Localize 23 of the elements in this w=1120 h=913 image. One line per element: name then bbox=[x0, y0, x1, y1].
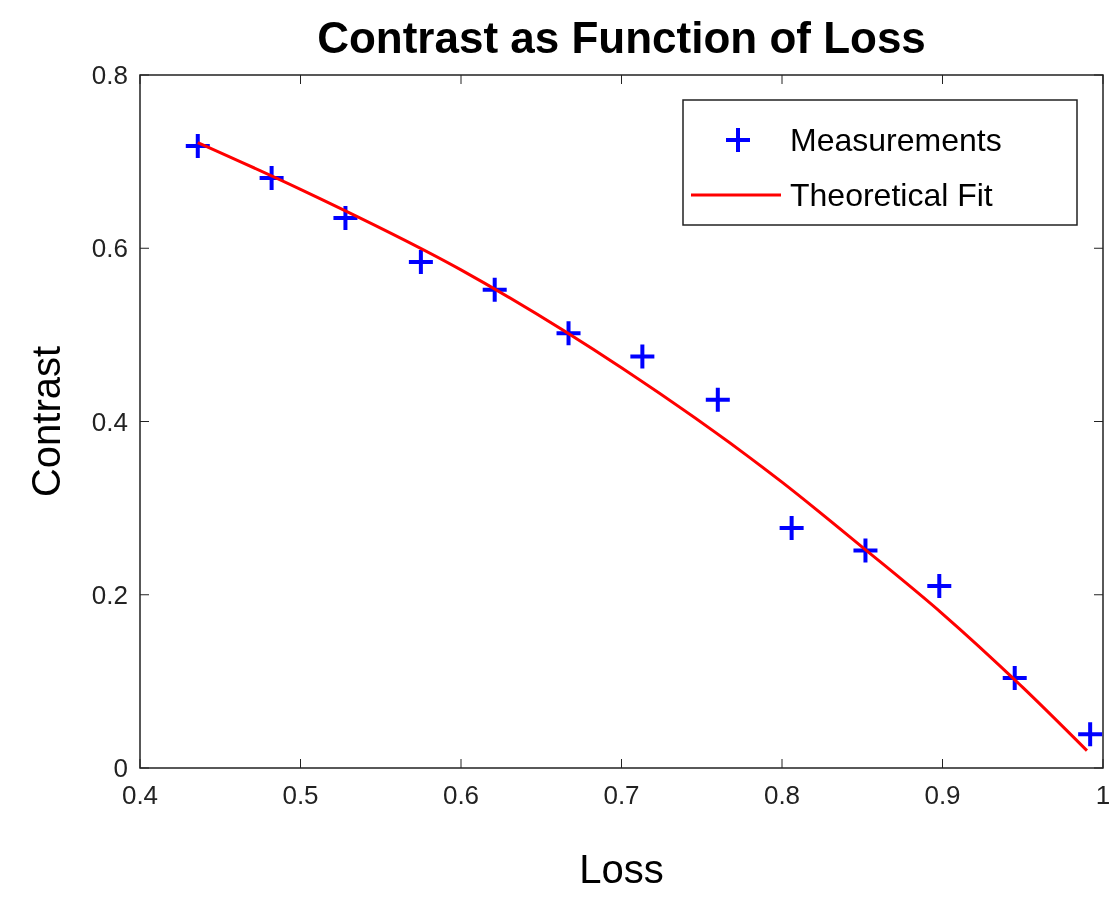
x-tick-label: 1 bbox=[1095, 780, 1111, 810]
x-tick-label: 0.6 bbox=[442, 780, 480, 810]
y-tick-label: 0.6 bbox=[91, 233, 128, 264]
point bbox=[630, 344, 655, 369]
y-tick-label: 0.8 bbox=[91, 60, 128, 90]
x-tick-label: 0.5 bbox=[282, 780, 319, 810]
y-axis-title: Contrast bbox=[24, 345, 68, 498]
point bbox=[1078, 722, 1103, 747]
point bbox=[779, 516, 804, 541]
x-tick-label: 0.8 bbox=[763, 780, 801, 810]
point bbox=[705, 387, 730, 412]
y-tick-label: 0 bbox=[113, 753, 128, 783]
point bbox=[408, 250, 433, 275]
point bbox=[927, 574, 952, 599]
chart-title: Contrast as Function of Loss bbox=[317, 13, 926, 62]
legend-label: Measurements bbox=[790, 122, 1002, 158]
y-tick-label: 0.2 bbox=[91, 579, 128, 610]
y-tick-label: 0.4 bbox=[91, 406, 128, 437]
x-tick-label: 0.7 bbox=[603, 780, 640, 810]
legend-label: Theoretical Fit bbox=[790, 177, 993, 213]
x-axis-title: Loss bbox=[579, 847, 664, 891]
x-tick-label: 0.9 bbox=[924, 780, 961, 810]
x-tick-label: 0.4 bbox=[121, 780, 159, 810]
